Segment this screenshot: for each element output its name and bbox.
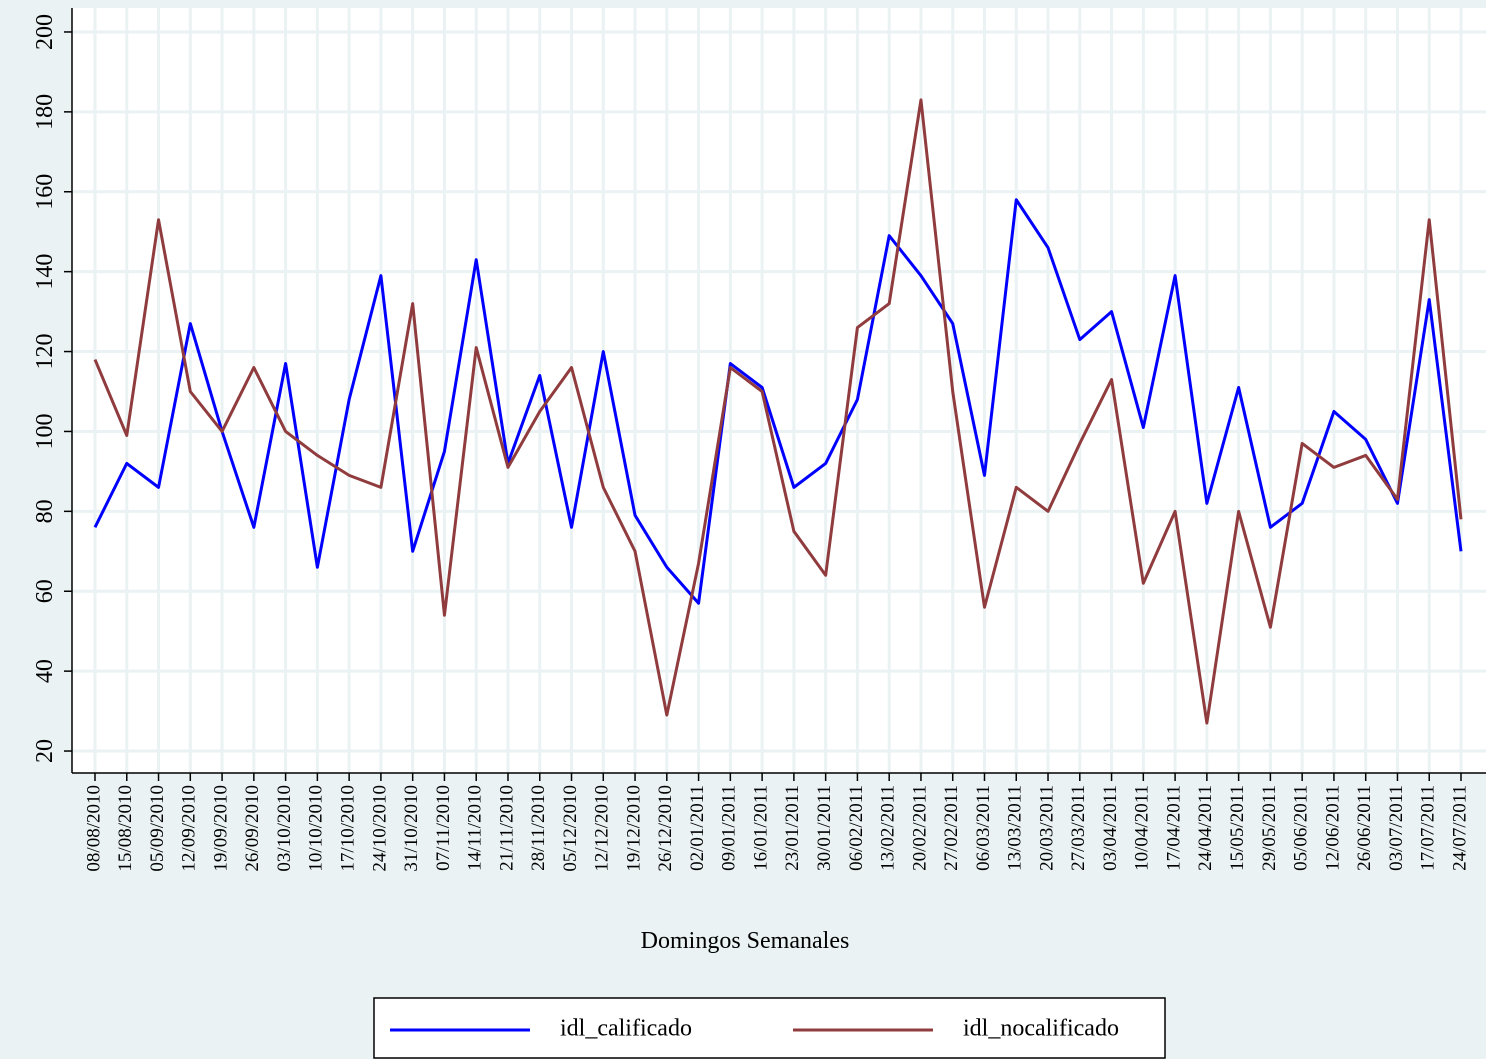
x-tick-label: 03/04/2011 — [1100, 785, 1121, 871]
x-tick-label: 24/07/2011 — [1449, 785, 1470, 871]
x-tick-label: 30/01/2011 — [814, 785, 835, 871]
x-tick-label: 05/06/2011 — [1291, 785, 1312, 871]
x-tick-label: 17/07/2011 — [1418, 785, 1439, 871]
y-tick-label: 140 — [32, 254, 58, 290]
y-tick-label: 80 — [32, 499, 58, 523]
x-tick-label: 19/12/2010 — [623, 785, 644, 872]
x-tick-label: 03/07/2011 — [1386, 785, 1407, 871]
x-axis-label: Domingos Semanales — [641, 928, 850, 954]
x-tick-label: 19/09/2010 — [210, 785, 231, 872]
x-tick-label: 20/03/2011 — [1036, 785, 1057, 871]
x-tick-label: 28/11/2010 — [528, 785, 549, 871]
x-tick-label: 10/04/2011 — [1132, 785, 1153, 871]
grid — [72, 8, 1486, 773]
x-tick-label: 03/10/2010 — [274, 785, 295, 872]
x-tick-label: 12/12/2010 — [592, 785, 613, 872]
lines — [93, 98, 1463, 725]
y-tick-label: 160 — [32, 174, 58, 210]
x-tick-label: 09/01/2011 — [719, 785, 740, 871]
x-tick-label: 26/09/2010 — [242, 785, 263, 872]
x-tick-label: 07/11/2010 — [433, 785, 454, 871]
x-tick-label: 26/12/2010 — [655, 785, 676, 872]
x-tick-label: 20/02/2011 — [909, 785, 930, 871]
x-tick-label: 17/10/2010 — [337, 785, 358, 872]
x-tick-label: 10/10/2010 — [306, 785, 327, 872]
series-line — [93, 98, 1463, 725]
x-tick-label: 15/08/2010 — [115, 785, 136, 872]
y-tick-label: 120 — [32, 334, 58, 370]
legend-label: idl_nocalificado — [963, 1016, 1119, 1042]
y-tick-label: 40 — [32, 659, 58, 683]
x-tick-label: 12/06/2011 — [1322, 785, 1343, 871]
x-tick-label: 06/02/2011 — [846, 785, 867, 871]
x-tick-label: 13/03/2011 — [1005, 785, 1026, 871]
x-tick-label: 15/05/2011 — [1227, 785, 1248, 871]
x-tick-label: 24/10/2010 — [369, 785, 390, 872]
legend-label: idl_calificado — [560, 1016, 692, 1042]
y-tick-label: 100 — [32, 413, 58, 449]
series-line — [93, 198, 1463, 605]
y-tick-label: 20 — [32, 739, 58, 763]
x-tick-label: 27/03/2011 — [1068, 785, 1089, 871]
x-tick-label: 23/01/2011 — [782, 785, 803, 871]
y-tick-label: 180 — [32, 94, 58, 130]
x-tick-label: 12/09/2010 — [179, 785, 200, 872]
x-tick-label: 05/09/2010 — [147, 785, 168, 872]
y-tick-label: 200 — [32, 14, 58, 50]
x-tick-label: 02/01/2011 — [687, 785, 708, 871]
legend — [373, 997, 1166, 1059]
x-tick-label: 31/10/2010 — [401, 785, 422, 872]
x-tick-label: 26/06/2011 — [1354, 785, 1375, 871]
x-tick-label: 17/04/2011 — [1163, 785, 1184, 871]
y-tick-label: 60 — [32, 579, 58, 603]
x-tick-label: 24/04/2011 — [1195, 785, 1216, 871]
x-tick-label: 14/11/2010 — [465, 785, 486, 871]
x-tick-label: 21/11/2010 — [496, 785, 517, 871]
x-tick-label: 29/05/2011 — [1259, 785, 1280, 871]
x-tick-label: 05/12/2010 — [560, 785, 581, 872]
plot-area — [72, 8, 1486, 773]
x-tick-label: 06/03/2011 — [973, 785, 994, 871]
x-tick-label: 16/01/2011 — [750, 785, 771, 871]
x-tick-label: 08/08/2010 — [83, 785, 104, 872]
x-tick-label: 13/02/2011 — [878, 785, 899, 871]
x-tick-label: 27/02/2011 — [941, 785, 962, 871]
